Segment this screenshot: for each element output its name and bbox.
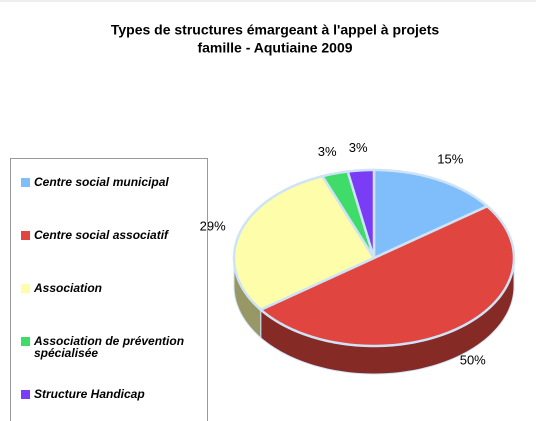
legend-item: Structure Handicap: [21, 388, 206, 400]
legend-label: Centre social municipal: [34, 175, 169, 189]
slice: [346, 168, 376, 259]
chart-title: Types de structures émargeant à l'appel …: [111, 22, 440, 38]
legend-label: Centre social associatif: [34, 228, 169, 242]
data-label: 15%: [437, 151, 463, 166]
slice: [372, 168, 490, 260]
legend-item: Association de prévention spécialisée: [21, 335, 206, 359]
slice: [232, 174, 376, 312]
legend-label: Association de prévention spécialisée: [34, 334, 185, 360]
legend-item: Centre social municipal: [21, 176, 206, 188]
data-label: 50%: [460, 352, 486, 367]
legend-swatch: [21, 284, 30, 293]
legend-swatch: [21, 178, 30, 187]
legend: Centre social municipal Centre social ass…: [10, 158, 208, 421]
legend-swatch: [21, 390, 30, 399]
legend-swatch: [21, 231, 30, 240]
slice: [320, 170, 376, 259]
legend-label: Structure Handicap: [34, 387, 145, 401]
chart-title: famille - Aqutiaine 2009: [197, 40, 352, 56]
data-label: 3%: [318, 144, 337, 159]
legend-item: Association: [21, 282, 206, 294]
data-label: 3%: [349, 140, 368, 155]
legend-item: Centre social associatif: [21, 229, 206, 241]
data-label: 29%: [200, 219, 226, 234]
slice: [258, 204, 516, 348]
legend-swatch: [21, 337, 30, 346]
legend-label: Association: [34, 281, 103, 295]
